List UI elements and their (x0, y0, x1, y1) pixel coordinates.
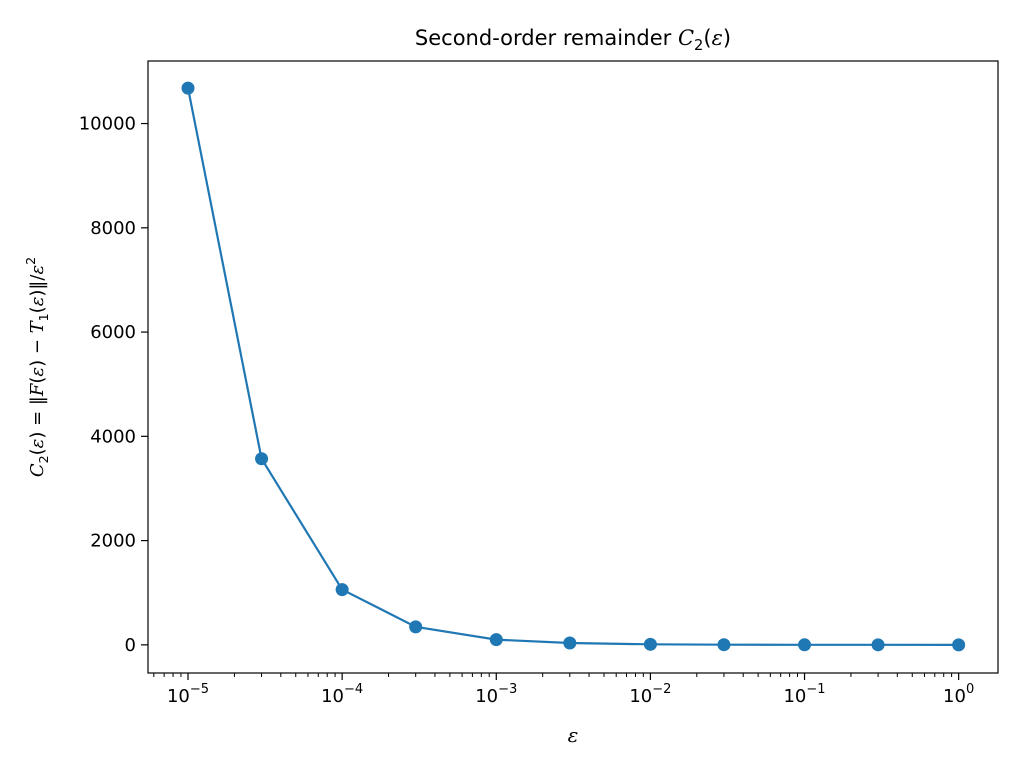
data-point (871, 638, 885, 652)
x-tick-label: 10−1 (783, 682, 825, 707)
data-point (255, 452, 269, 466)
y-axis-label: C2​(ε) = ‖F(ε) − T1​(ε)‖/ε2​ (23, 257, 51, 477)
y-axis-ticks: 0 2000 4000 6000 8000 10000 (79, 114, 148, 656)
y-tick-label: 10000 (79, 114, 136, 135)
data-point (563, 636, 577, 650)
data-point (489, 633, 503, 647)
data-point (643, 637, 657, 651)
plot-frame (147, 60, 999, 674)
data-point (409, 620, 423, 634)
y-tick-label: 0 (125, 635, 136, 656)
x-tick-label: 10−3 (475, 682, 517, 707)
data-point (335, 583, 349, 597)
data-point (798, 638, 812, 652)
x-axis-ticks: 10−5 10−4 10−3 10−2 10−1 100 (153, 673, 974, 707)
y-tick-label: 2000 (90, 531, 136, 552)
y-tick-label: 6000 (90, 322, 136, 343)
plot-area (181, 81, 966, 652)
x-tick-label: 10−2 (629, 682, 671, 707)
y-tick-label: 4000 (90, 426, 136, 447)
data-point (717, 638, 731, 652)
data-point (181, 81, 195, 95)
y-tick-label: 8000 (90, 218, 136, 239)
chart-title: Second-order remainder C2​(ε) (415, 26, 731, 54)
data-point (952, 638, 966, 652)
x-axis-label: ε (568, 723, 579, 747)
x-tick-label: 100 (943, 682, 974, 707)
x-tick-label: 10−5 (167, 682, 209, 707)
x-tick-label: 10−4 (321, 682, 363, 707)
